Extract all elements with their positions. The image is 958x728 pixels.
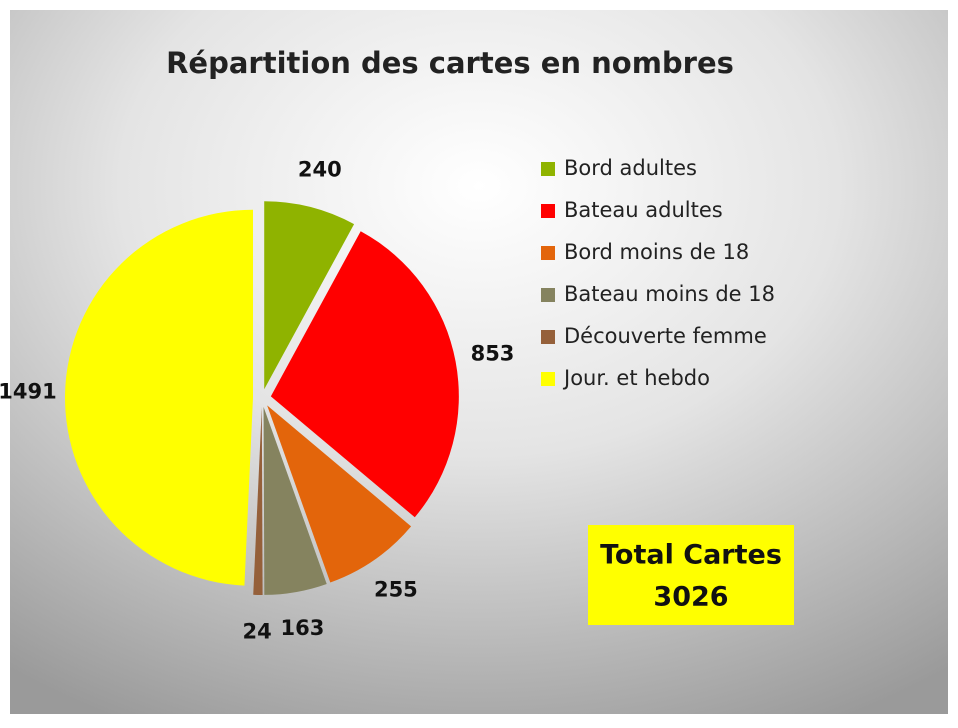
pie-slice — [270, 231, 459, 518]
data-label: 255 — [374, 578, 418, 602]
legend-label: Découverte femme — [564, 324, 767, 348]
total-value: 3026 — [653, 582, 728, 613]
total-box — [588, 525, 794, 625]
legend-swatch — [541, 288, 555, 302]
data-label: 163 — [281, 616, 325, 640]
legend-swatch — [541, 204, 555, 218]
legend-label: Bateau adultes — [564, 198, 723, 222]
chart-title: Répartition des cartes en nombres — [166, 46, 734, 80]
data-label: 1491 — [0, 380, 57, 404]
legend-label: Bord moins de 18 — [564, 240, 749, 264]
pie-slice — [264, 201, 355, 390]
legend-label: Bord adultes — [564, 156, 697, 180]
pie-slice — [65, 209, 254, 586]
data-label: 24 — [243, 620, 272, 644]
legend-label: Bateau moins de 18 — [564, 282, 775, 306]
legend-swatch — [541, 330, 555, 344]
legend-swatch — [541, 372, 555, 386]
pie-slice — [253, 406, 263, 595]
total-label: Total Cartes — [600, 540, 782, 571]
data-label: 853 — [471, 341, 515, 365]
legend-swatch — [541, 246, 555, 260]
pie-slice — [263, 406, 327, 595]
legend-swatch — [541, 162, 555, 176]
legend-label: Jour. et hebdo — [562, 366, 710, 390]
pie-slice — [267, 405, 412, 583]
data-label: 240 — [298, 158, 342, 182]
